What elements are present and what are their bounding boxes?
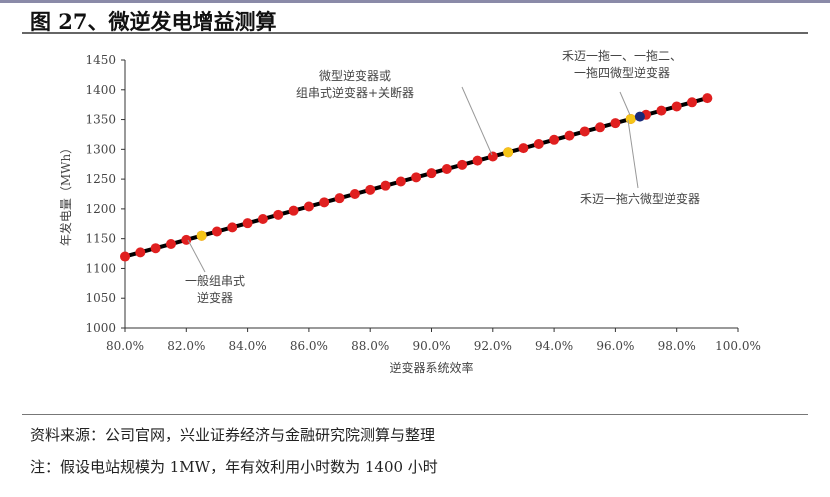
data-point bbox=[349, 189, 360, 199]
x-tick-label: 96.0% bbox=[596, 339, 634, 353]
y-tick-label: 1100 bbox=[85, 261, 116, 275]
data-point bbox=[656, 105, 667, 116]
data-point bbox=[671, 101, 682, 112]
data-point bbox=[549, 134, 560, 145]
footer-divider bbox=[22, 414, 808, 415]
data-point bbox=[687, 97, 698, 108]
x-axis-label: 逆变器系统效率 bbox=[389, 360, 473, 375]
data-point bbox=[395, 176, 406, 187]
y-axis-label: 年发电量（MWh） bbox=[58, 142, 73, 246]
x-tick-label: 94.0% bbox=[535, 339, 573, 353]
source-text: 资料来源：公司官网，兴业证券经济与金融研究院测算与整理 bbox=[30, 426, 436, 444]
title-divider bbox=[22, 32, 808, 34]
note-text: 注：假设电站规模为 1MW，年有效利用小时数为 1400 小时 bbox=[30, 458, 438, 476]
highlight-point bbox=[634, 111, 645, 122]
highlight-point bbox=[625, 113, 636, 124]
annotation-text: 微型逆变器或 bbox=[319, 68, 391, 83]
data-point bbox=[564, 130, 575, 141]
x-tick-label: 92.0% bbox=[474, 339, 512, 353]
data-point bbox=[487, 151, 498, 162]
x-tick-label: 88.0% bbox=[351, 339, 389, 353]
annotation-leader bbox=[619, 91, 631, 116]
annotation-leader bbox=[461, 86, 493, 156]
y-tick-label: 1400 bbox=[85, 83, 116, 97]
data-point bbox=[411, 172, 422, 183]
data-point bbox=[380, 180, 391, 191]
data-point bbox=[303, 201, 314, 212]
annotation-leader bbox=[627, 119, 639, 189]
y-tick-label: 1150 bbox=[85, 232, 116, 246]
y-tick-label: 1000 bbox=[85, 321, 116, 335]
annotation-text: 禾迈一拖一、一拖二、 bbox=[562, 49, 682, 63]
data-point bbox=[288, 205, 299, 216]
annotation-text: 一拖四微型逆变器 bbox=[574, 65, 670, 80]
data-point bbox=[334, 193, 345, 204]
chart: 1000 1050 1100 1150 1200 1250 1300 1350 1400 1450… bbox=[58, 49, 761, 375]
data-point bbox=[579, 126, 590, 137]
data-point bbox=[211, 226, 222, 237]
top-border bbox=[0, 0, 830, 3]
y-tick-label: 1250 bbox=[85, 172, 116, 186]
data-point bbox=[319, 197, 330, 208]
annotation-text: 禾迈一拖六微型逆变器 bbox=[580, 191, 700, 206]
annotation-text: 一般组串式 bbox=[185, 273, 245, 288]
data-point bbox=[150, 243, 161, 254]
data-point bbox=[518, 143, 529, 154]
data-point bbox=[227, 222, 238, 233]
highlight-point bbox=[196, 230, 207, 241]
x-tick-label: 80.0% bbox=[106, 339, 144, 353]
data-point bbox=[165, 239, 176, 250]
data-point bbox=[365, 184, 376, 195]
data-point bbox=[533, 138, 544, 149]
y-tick-label: 1050 bbox=[85, 291, 116, 305]
annotation-text: 组串式逆变器+关断器 bbox=[296, 85, 414, 100]
data-point bbox=[441, 163, 452, 174]
x-tick-label: 84.0% bbox=[229, 339, 267, 353]
data-point bbox=[702, 93, 713, 104]
highlight-point bbox=[503, 147, 514, 158]
data-point bbox=[472, 155, 483, 166]
y-tick-label: 1350 bbox=[85, 113, 116, 127]
figure-title: 图 27、微逆发电增益测算 bbox=[30, 9, 277, 34]
y-tick-label: 1200 bbox=[85, 202, 116, 216]
data-point bbox=[120, 251, 130, 262]
annotation-leader bbox=[187, 239, 206, 273]
annotation-text: 逆变器 bbox=[197, 290, 233, 305]
y-tick-label: 1450 bbox=[85, 53, 116, 67]
x-tick-label: 98.0% bbox=[658, 339, 696, 353]
data-point bbox=[257, 214, 268, 225]
x-tick-label: 86.0% bbox=[290, 339, 328, 353]
x-tick-label: 100.0% bbox=[715, 339, 761, 353]
data-point bbox=[426, 168, 437, 179]
y-tick-label: 1300 bbox=[85, 142, 116, 156]
data-point bbox=[595, 122, 606, 133]
data-point bbox=[610, 118, 621, 129]
data-point bbox=[273, 209, 284, 220]
data-point bbox=[457, 159, 468, 170]
data-point bbox=[242, 218, 253, 229]
x-tick-label: 82.0% bbox=[167, 339, 205, 353]
data-point bbox=[135, 247, 146, 258]
x-tick-label: 90.0% bbox=[412, 339, 450, 353]
